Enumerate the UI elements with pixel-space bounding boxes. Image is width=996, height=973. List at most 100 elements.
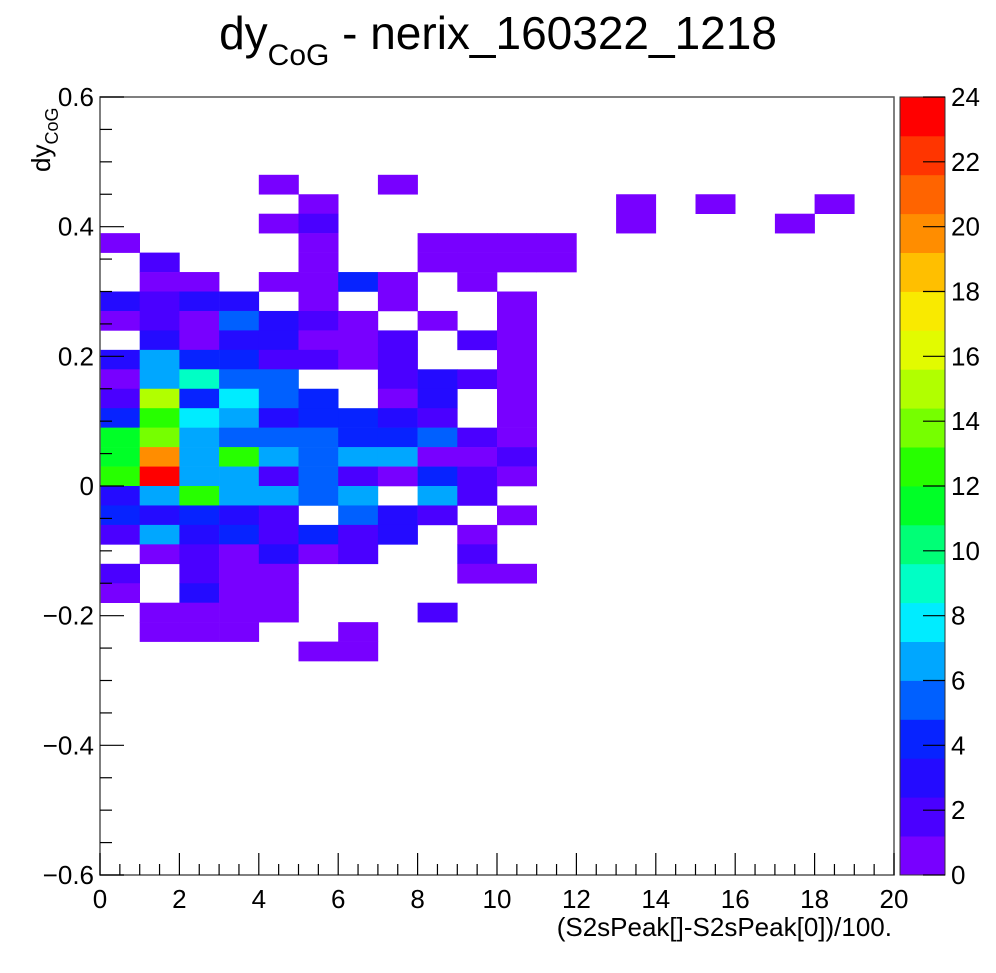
- heatmap-cell: [258, 544, 299, 565]
- heatmap-cell: [377, 408, 418, 428]
- heatmap-cell: [457, 486, 498, 506]
- colorbar-band: [900, 369, 945, 409]
- colorbar-band: [900, 486, 945, 526]
- heatmap-cell: [298, 291, 339, 312]
- heatmap-cell: [298, 524, 339, 545]
- heatmap-cell: [139, 466, 180, 487]
- heatmap-cell: [298, 233, 339, 253]
- x-tick-label: 20: [880, 884, 909, 914]
- colorbar-band: [900, 408, 945, 448]
- x-tick-label: 0: [93, 884, 107, 914]
- heatmap-cell: [417, 427, 458, 448]
- colorbar-band: [900, 174, 945, 215]
- colorbar-tick-label: 16: [951, 341, 980, 371]
- heatmap-cell: [219, 291, 260, 312]
- colorbar-tick-label: 4: [951, 730, 965, 760]
- colorbar-band: [900, 252, 945, 292]
- heatmap-cell: [179, 583, 220, 603]
- heatmap-cell: [457, 369, 498, 390]
- heatmap-cell: [258, 486, 299, 506]
- heatmap-cell: [417, 466, 458, 487]
- heatmap-cell: [179, 602, 220, 623]
- heatmap-cell: [417, 369, 458, 390]
- heatmap-cell: [457, 447, 498, 467]
- heatmap-cell: [497, 466, 537, 487]
- heatmap-cell: [139, 486, 180, 506]
- heatmap-cell: [139, 252, 180, 273]
- heatmap-cell: [457, 252, 498, 273]
- heatmap-cell: [258, 602, 299, 623]
- heatmap-cell: [258, 408, 299, 428]
- heatmap-cell: [179, 330, 220, 351]
- heatmap-cell: [100, 310, 140, 331]
- heatmap-cell: [298, 310, 339, 331]
- y-tick-label: −0.4: [43, 730, 94, 760]
- heatmap-cell: [258, 272, 299, 292]
- colorbar-band: [900, 797, 945, 837]
- heatmap-cell: [377, 174, 418, 195]
- title-rest: - nerix_160322_1218: [329, 7, 777, 59]
- colorbar-tick-label: 18: [951, 277, 980, 307]
- colorbar-band: [900, 836, 945, 876]
- heatmap-cell: [417, 447, 458, 467]
- heatmap-cell: [338, 427, 379, 448]
- colorbar-tick-label: 22: [951, 147, 980, 177]
- x-tick-label: 16: [721, 884, 750, 914]
- colorbar-band: [900, 719, 945, 759]
- heatmap-cell: [219, 622, 260, 642]
- heatmap-cell: [100, 408, 140, 428]
- title-subscript: CoG: [267, 39, 330, 72]
- colorbar-tick-label: 0: [951, 860, 965, 890]
- heatmap-cell: [298, 194, 339, 214]
- heatmap-cell: [179, 524, 220, 545]
- heatmap-cell: [814, 194, 855, 214]
- colorbar-band: [900, 680, 945, 720]
- heatmap-cell: [497, 291, 537, 312]
- y-tick-label: 0.2: [58, 341, 94, 371]
- colorbar-band: [900, 97, 945, 137]
- y-tick-label: 0.6: [58, 82, 94, 112]
- x-tick-label: 6: [331, 884, 345, 914]
- heatmap-cell: [100, 505, 140, 526]
- heatmap-cell: [457, 563, 498, 584]
- y-tick-label: 0: [80, 471, 94, 501]
- heatmap-cell: [298, 466, 339, 487]
- heatmap-cell: [100, 466, 140, 487]
- heatmap-cell: [100, 524, 140, 545]
- heatmap-cell: [258, 388, 299, 409]
- heatmap-cell: [219, 505, 260, 526]
- heatmap-cell: [179, 486, 220, 506]
- heatmap-cell: [179, 563, 220, 584]
- heatmap-cell: [377, 427, 418, 448]
- heatmap-cell: [377, 330, 418, 351]
- heatmap-cell: [298, 641, 339, 662]
- heatmap-cell: [298, 408, 339, 428]
- heatmap-cell: [139, 427, 180, 448]
- colorbar-band: [900, 758, 945, 798]
- heatmap-cell: [298, 252, 339, 273]
- heatmap-cell: [258, 330, 299, 351]
- heatmap-cell: [219, 583, 260, 603]
- heatmap-cell: [139, 524, 180, 545]
- colorbar-tick-label: 20: [951, 212, 980, 242]
- heatmap-cell: [139, 369, 180, 390]
- colorbar-tick-label: 8: [951, 601, 965, 631]
- heatmap-cell: [377, 369, 418, 390]
- heatmap-cell: [139, 602, 180, 623]
- heatmap-cell: [338, 486, 379, 506]
- x-tick-label: 18: [800, 884, 829, 914]
- heatmap-cell: [377, 524, 418, 545]
- heatmap-cell: [179, 272, 220, 292]
- heatmap-cell: [377, 447, 418, 467]
- heatmap-cell: [417, 233, 458, 253]
- colorbar-band: [900, 135, 945, 176]
- heatmap-cell: [219, 369, 260, 390]
- heatmap-cell: [258, 447, 299, 467]
- heatmap-cell: [179, 427, 220, 448]
- heatmap-cell: [497, 408, 537, 428]
- colorbar-band: [900, 524, 945, 565]
- heatmap-cell: [497, 505, 537, 526]
- heatmap-cell: [298, 486, 339, 506]
- heatmap-cell: [377, 349, 418, 370]
